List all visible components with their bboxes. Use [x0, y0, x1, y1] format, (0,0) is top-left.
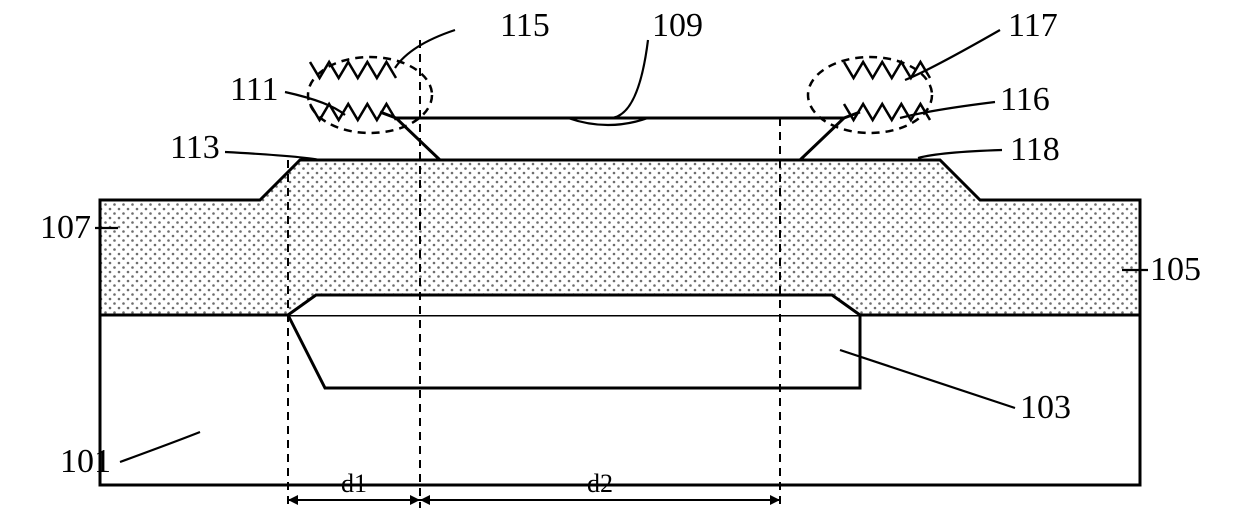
svg-text:d1: d1 [341, 469, 367, 498]
svg-text:d2: d2 [587, 469, 613, 498]
svg-text:107: 107 [40, 209, 91, 246]
dotted-layer-105-107 [100, 160, 1140, 315]
substrate-101 [100, 315, 1140, 485]
svg-text:105: 105 [1150, 251, 1201, 288]
svg-text:103: 103 [1020, 389, 1071, 426]
gate-insulator-step [288, 295, 860, 315]
svg-text:111: 111 [230, 71, 278, 108]
zigzag-left-mid [310, 104, 396, 120]
svg-text:113: 113 [170, 129, 220, 166]
svg-text:109: 109 [652, 7, 703, 44]
svg-text:116: 116 [1000, 81, 1050, 118]
leader-109 [608, 40, 648, 118]
svg-text:115: 115 [500, 7, 550, 44]
detail-ellipse-right [808, 57, 932, 133]
svg-text:117: 117 [1008, 7, 1058, 44]
zigzag-right-mid [844, 104, 930, 120]
svg-text:101: 101 [60, 443, 111, 480]
svg-text:118: 118 [1010, 131, 1060, 168]
